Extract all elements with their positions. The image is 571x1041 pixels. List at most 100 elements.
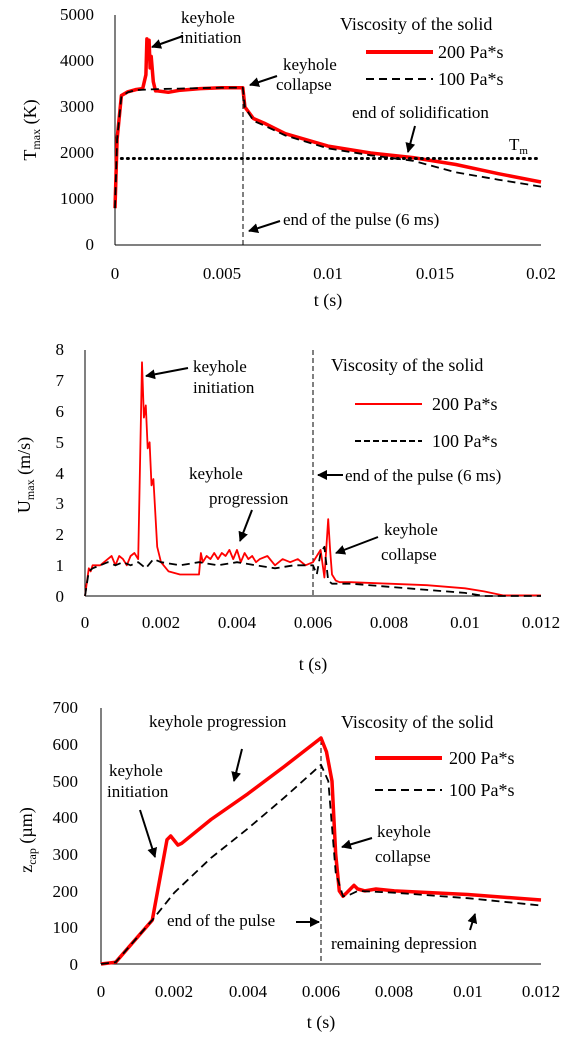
- chart-2-legend-label-100: 100 Pa*s: [432, 431, 498, 451]
- chart-3-legend-label-100: 100 Pa*s: [449, 780, 515, 800]
- chart-1-xtick: 0.005: [203, 264, 241, 283]
- chart-3-series-line-0: [100, 736, 542, 966]
- chart-velocity: 0 1 2 3 4 5 6 7 8 0 0.002 0.004 0.006 0.…: [14, 340, 560, 675]
- chart-1-ytick: 3000: [60, 97, 94, 116]
- chart-1-xtick: 0: [111, 264, 120, 283]
- chart-3-ann-collapse: keyhole collapse: [375, 822, 431, 866]
- chart-3-yticks: 0 100 200 300 400 500 600 700: [53, 698, 79, 974]
- chart-3-xtick: 0.004: [229, 982, 268, 1001]
- chart-1-xtick: 0.015: [416, 264, 454, 283]
- chart-2-ann-initiation-1: keyhole: [193, 357, 247, 376]
- chart-2-arrow-collapse: [335, 536, 379, 555]
- chart-2-arrow-progression: [238, 509, 253, 542]
- chart-2-xtick: 0.01: [450, 613, 480, 632]
- chart-2-xtick: 0.004: [218, 613, 257, 632]
- chart-3-ann-initiation-2: initiation: [107, 782, 169, 801]
- chart-3-xtick: 0.012: [522, 982, 560, 1001]
- chart-3-xticks: 0 0.002 0.004 0.006 0.008 0.01 0.012: [97, 982, 560, 1001]
- chart-2-ytick: 2: [56, 525, 65, 544]
- chart-2-ann-progression-1: keyhole: [189, 464, 243, 483]
- chart-2-ann-progression-2: progression: [209, 489, 289, 508]
- chart-2-xtick: 0: [81, 613, 90, 632]
- chart-1-ann-collapse: keyhole collapse: [276, 55, 337, 94]
- chart-2-legend-title: Viscosity of the solid: [331, 355, 483, 375]
- chart-1-ytick: 5000: [60, 5, 94, 24]
- chart-2-xtick: 0.008: [370, 613, 408, 632]
- chart-3-xtick: 0.002: [155, 982, 193, 1001]
- chart-3-ytick: 700: [53, 698, 79, 717]
- chart-3-ann-depression: remaining depression: [331, 934, 477, 953]
- chart-1-legend-label-100: 100 Pa*s: [438, 69, 504, 89]
- chart-2-xtick: 0.006: [294, 613, 332, 632]
- chart-1-ann-collapse-2: collapse: [276, 75, 332, 94]
- chart-3-ann-pulse: end of the pulse: [167, 911, 275, 930]
- chart-1-ytick: 4000: [60, 51, 94, 70]
- chart-2-ytick: 4: [56, 464, 65, 483]
- chart-1-ytick: 1000: [60, 189, 94, 208]
- chart-3-ylabel: zcap (µm): [16, 807, 39, 873]
- chart-1-ann-solidification: end of solidification: [352, 103, 489, 122]
- chart-2-ytick: 5: [56, 433, 65, 452]
- chart-2-yticks: 0 1 2 3 4 5 6 7 8: [56, 340, 65, 606]
- chart-3-ytick: 400: [53, 808, 79, 827]
- chart-2-ytick: 0: [56, 587, 65, 606]
- chart-1-ann-pulse: end of the pulse (6 ms): [283, 210, 439, 229]
- chart-1-legend-title: Viscosity of the solid: [340, 14, 492, 34]
- chart-2-ylabel-unit: (m/s): [14, 437, 35, 480]
- chart-3-series-line-1: [100, 763, 542, 965]
- chart-2-ylabel-sub: max: [23, 479, 37, 500]
- chart-3-ytick: 200: [53, 882, 79, 901]
- chart-2-ann-pulse: end of the pulse (6 ms): [345, 466, 501, 485]
- chart-1-ylabel: Tmax (K): [20, 99, 43, 160]
- chart-2-ytick: 8: [56, 340, 65, 359]
- chart-3-marks: [100, 736, 542, 966]
- chart-2-xtick: 0.012: [522, 613, 560, 632]
- chart-3-ytick: 500: [53, 772, 79, 791]
- chart-2-series-line-1: [84, 545, 541, 597]
- chart-1-ann-initiation-1: keyhole: [181, 8, 235, 27]
- chart-2-xticks: 0 0.002 0.004 0.006 0.008 0.01 0.012: [81, 613, 560, 632]
- chart-1-ytick: 2000: [60, 143, 94, 162]
- chart-3-legend: Viscosity of the solid 200 Pa*s 100 Pa*s: [341, 712, 515, 800]
- chart-1-series-line-1: [114, 86, 542, 209]
- chart-depth: 0 100 200 300 400 500 600 700 0 0.002 0.…: [16, 698, 560, 1033]
- chart-3-legend-label-200: 200 Pa*s: [449, 748, 515, 768]
- chart-2-ytick: 6: [56, 402, 65, 421]
- chart-2-ytick: 1: [56, 556, 65, 575]
- chart-1-ann-initiation: keyhole initiation: [180, 8, 242, 47]
- chart-temperature: 0 1000 2000 3000 4000 5000 0 0.005 0.01 …: [20, 5, 556, 311]
- chart-2-ylabel-main: U: [14, 500, 34, 513]
- chart-1-arrow-solidification: [405, 125, 416, 153]
- chart-3-ylabel-sub: cap: [25, 848, 39, 865]
- chart-3-ann-collapse-1: keyhole: [377, 822, 431, 841]
- chart-1-ytick: 0: [86, 235, 95, 254]
- chart-2-xtick: 0.002: [142, 613, 180, 632]
- chart-1-ylabel-main: T: [20, 150, 40, 161]
- chart-1-marks: [113, 37, 543, 209]
- chart-2-legend-label-200: 200 Pa*s: [432, 394, 498, 414]
- chart-2-ytick: 7: [56, 371, 65, 390]
- chart-1-tm-label: Tm: [509, 135, 528, 157]
- chart-1-ylabel-unit: (K): [20, 99, 41, 129]
- chart-2-xlabel: t (s): [299, 654, 328, 675]
- chart-1-xlabel: t (s): [314, 290, 343, 311]
- chart-3-xtick: 0.006: [302, 982, 340, 1001]
- chart-2-ann-collapse: keyhole collapse: [381, 520, 438, 564]
- chart-1-arrow-pulse: [248, 220, 281, 233]
- chart-2-ann-progression: keyhole progression: [189, 464, 289, 508]
- chart-1-ann-collapse-1: keyhole: [283, 55, 337, 74]
- chart-2-legend: Viscosity of the solid 200 Pa*s 100 Pa*s: [331, 355, 498, 451]
- chart-1-legend: Viscosity of the solid 200 Pa*s 100 Pa*s: [340, 14, 504, 89]
- chart-3-ann-progression: keyhole progression: [149, 712, 287, 731]
- chart-3-arrow-collapse: [341, 837, 373, 850]
- chart-1-tm-sub: m: [519, 145, 528, 157]
- chart-3-ytick: 0: [70, 955, 79, 974]
- chart-2-marks: [84, 361, 541, 597]
- chart-2-ytick: 3: [56, 494, 65, 513]
- chart-2-ann-initiation-2: initiation: [193, 378, 255, 397]
- chart-1-arrow-initiation: [151, 35, 184, 49]
- chart-1-tm-main: T: [509, 135, 520, 154]
- chart-3-xtick: 0.008: [375, 982, 413, 1001]
- chart-3-xtick: 0.01: [453, 982, 483, 1001]
